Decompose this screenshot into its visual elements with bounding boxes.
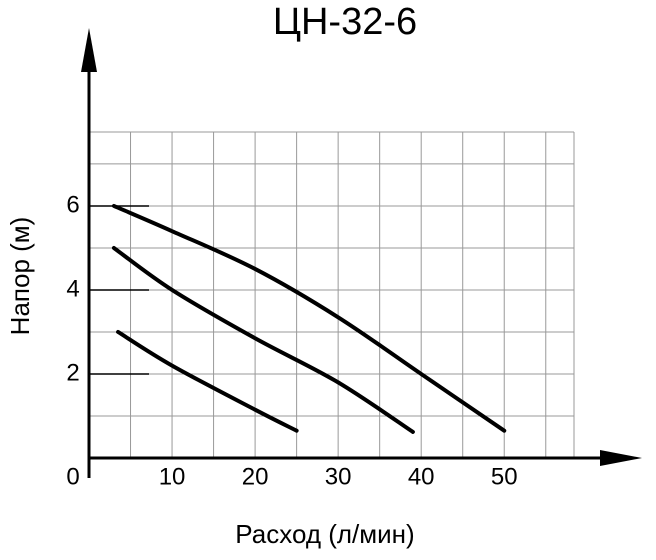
axes: 0 10 20 30 40 50 2 4 6 [66, 28, 642, 490]
x-tick-label: 40 [408, 463, 435, 490]
x-tick-label: 0 [66, 463, 79, 490]
y-tick-label: 2 [66, 359, 79, 386]
y-axis-label: Напор (м) [5, 217, 35, 336]
y-tick-label: 4 [66, 275, 79, 302]
x-tick-label: 20 [242, 463, 269, 490]
y-axis-arrow [81, 28, 97, 72]
pump-curve [111, 245, 415, 434]
x-axis-arrow [600, 450, 642, 466]
pump-curve [116, 329, 299, 433]
x-tick-label: 10 [159, 463, 186, 490]
grid [89, 131, 575, 458]
x-axis-label: Расход (л/мин) [235, 519, 414, 549]
chart-title: ЦН-32-6 [273, 1, 417, 43]
pump-curve [111, 203, 507, 433]
y-tick-label: 6 [66, 191, 79, 218]
x-tick-label: 50 [491, 463, 518, 490]
plot [111, 203, 507, 434]
x-tick-label: 30 [325, 463, 352, 490]
